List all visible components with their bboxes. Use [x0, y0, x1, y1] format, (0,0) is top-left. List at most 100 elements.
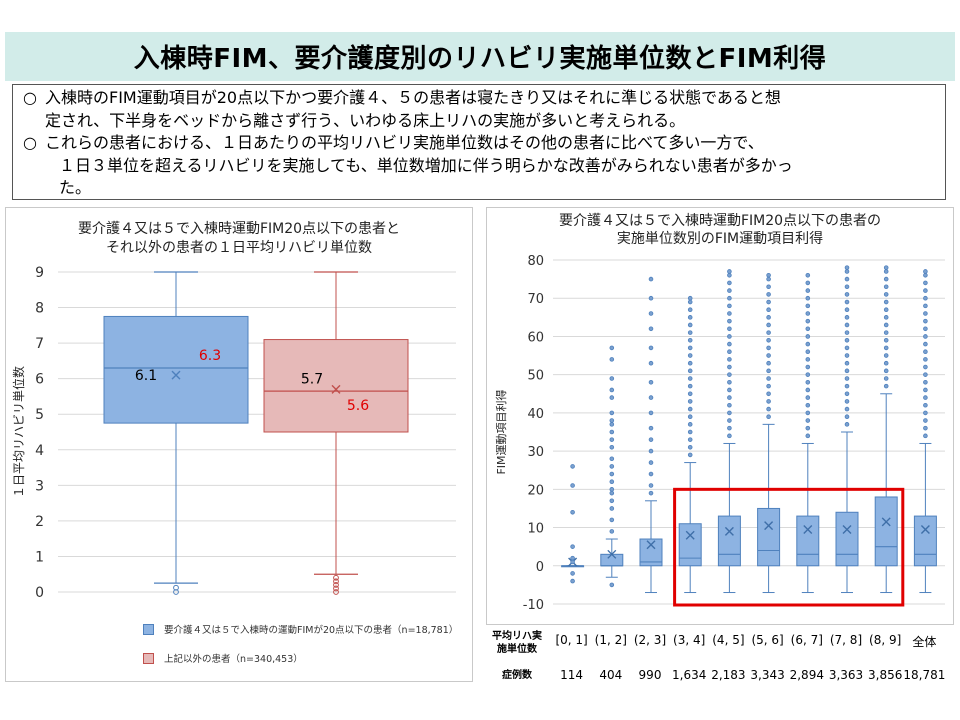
- left-chart-panel: 要介護４又は５で入棟時運動FIM20点以下の患者と それ以外の患者の１日平均リハ…: [5, 207, 473, 682]
- outlier-point: [648, 326, 654, 332]
- outlier-point: [609, 582, 615, 588]
- outlier-point: [844, 269, 850, 274]
- x-category-label: (6, 7]: [790, 633, 823, 647]
- y-tick-label: 1: [35, 549, 44, 565]
- mean-marker: [331, 384, 341, 394]
- outlier-point: [727, 280, 732, 286]
- outlier-point: [609, 498, 615, 504]
- outlier-point: [648, 276, 654, 282]
- y-tick-label: 80: [527, 254, 544, 269]
- outlier-point: [805, 357, 811, 362]
- outlier-point: [805, 402, 811, 408]
- outlier-point: [923, 269, 928, 274]
- cases-row-header: 症例数: [502, 670, 532, 681]
- outlier-point: [844, 299, 850, 305]
- outlier-point: [805, 334, 811, 339]
- note-1-line-2: 定され、下半身をベッドから離さず行う、いわゆる床上リハの実施が多いと考えられる。: [23, 110, 937, 133]
- legend-label: 上記以外の患者（n=340,453）: [164, 654, 303, 665]
- outlier-point: [805, 311, 811, 316]
- outlier-point: [727, 418, 732, 423]
- outlier-point: [844, 276, 850, 282]
- outlier-point: [844, 353, 850, 358]
- outlier-point: [883, 299, 889, 305]
- highlight-frame: [673, 487, 905, 607]
- outlier-point: [805, 318, 811, 324]
- outlier-point: [923, 387, 928, 393]
- outlier-point: [766, 368, 771, 374]
- outlier-point: [648, 471, 654, 477]
- outlier-point: [844, 368, 850, 374]
- x-category-label: (3, 4]: [673, 633, 706, 647]
- mean-marker: [842, 524, 852, 534]
- box-iqr: [796, 515, 820, 567]
- outlier-point: [687, 360, 693, 366]
- outlier-point: [883, 376, 889, 381]
- note-text: １日３単位を超えるリハビリを実施しても、単位数増加に伴う明らかな改善がみられない…: [59, 155, 793, 175]
- outlier-point: [766, 345, 771, 351]
- outlier-point: [923, 311, 928, 316]
- right-chart-panel: 要介護４又は５で入棟時運動FIM20点以下の患者の 実施単位数別のFIM運動項目…: [486, 207, 954, 625]
- x-category-label: (2, 3]: [633, 633, 667, 647]
- outlier-point: [687, 330, 693, 335]
- outlier-point: [687, 299, 693, 305]
- outlier-point: [648, 380, 654, 385]
- outlier-point: [923, 357, 928, 362]
- outlier-point: [570, 571, 575, 576]
- x-category-label: (4, 5]: [712, 633, 745, 647]
- y-tick-label: 0: [536, 560, 544, 575]
- outlier-point: [923, 418, 928, 423]
- outlier-point: [687, 399, 693, 404]
- outlier-point: [648, 437, 654, 442]
- outlier-point: [333, 574, 339, 581]
- box-iqr: [913, 515, 937, 567]
- case-count-cell: 990: [638, 668, 662, 682]
- outlier-point: [609, 444, 615, 450]
- outlier-point: [570, 578, 575, 584]
- legend-item-series-2: 上記以外の患者（n=340,453）: [143, 651, 303, 665]
- outlier-point: [923, 410, 928, 416]
- mean-marker: [685, 530, 695, 540]
- case-count-cell: 114: [560, 668, 584, 682]
- case-count-cell: 3,363: [828, 668, 864, 682]
- outlier-point: [609, 387, 615, 393]
- y-tick-label: 8: [35, 301, 44, 317]
- outlier-point: [844, 399, 850, 404]
- y-tick-label: 10: [527, 522, 544, 537]
- outlier-point: [766, 399, 771, 404]
- outlier-point: [687, 368, 693, 374]
- outlier-point: [883, 269, 889, 274]
- outlier-point: [805, 341, 811, 347]
- y-tick-label: 0: [35, 585, 44, 601]
- case-count-cell: 404: [599, 668, 623, 682]
- outlier-point: [923, 295, 928, 301]
- outlier-point: [727, 380, 732, 385]
- outlier-point: [687, 315, 693, 320]
- note-text: た。: [59, 178, 92, 197]
- outlier-point: [687, 383, 693, 389]
- note-text: 定され、下半身をベッドから離さず行う、いわゆる床上リハの実施が多いと考えられる。: [45, 110, 686, 130]
- y-tick-label: -10: [523, 598, 544, 613]
- outlier-point: [883, 383, 889, 389]
- outlier-point: [805, 272, 811, 278]
- outlier-point: [844, 422, 850, 427]
- x-category-label: 全体: [912, 635, 937, 649]
- y-axis-label: FIM運動項目利得: [494, 389, 508, 474]
- outlier-point: [609, 376, 615, 381]
- outlier-point: [609, 422, 615, 427]
- outlier-point: [923, 395, 928, 400]
- outlier-point: [727, 311, 732, 316]
- bullet-icon: ○: [23, 133, 37, 152]
- outlier-point: [727, 372, 732, 377]
- outlier-point: [727, 395, 732, 400]
- box-iqr: [717, 515, 741, 567]
- outlier-point: [609, 456, 615, 462]
- outlier-point: [727, 433, 732, 439]
- outlier-point: [883, 322, 889, 328]
- outlier-point: [687, 444, 693, 450]
- box-iqr: [835, 511, 859, 567]
- mean-value-label: 5.7: [301, 371, 323, 387]
- outlier-point: [648, 425, 654, 431]
- outlier-point: [923, 288, 928, 293]
- outlier-point: [883, 292, 889, 297]
- box-iqr: [639, 538, 663, 567]
